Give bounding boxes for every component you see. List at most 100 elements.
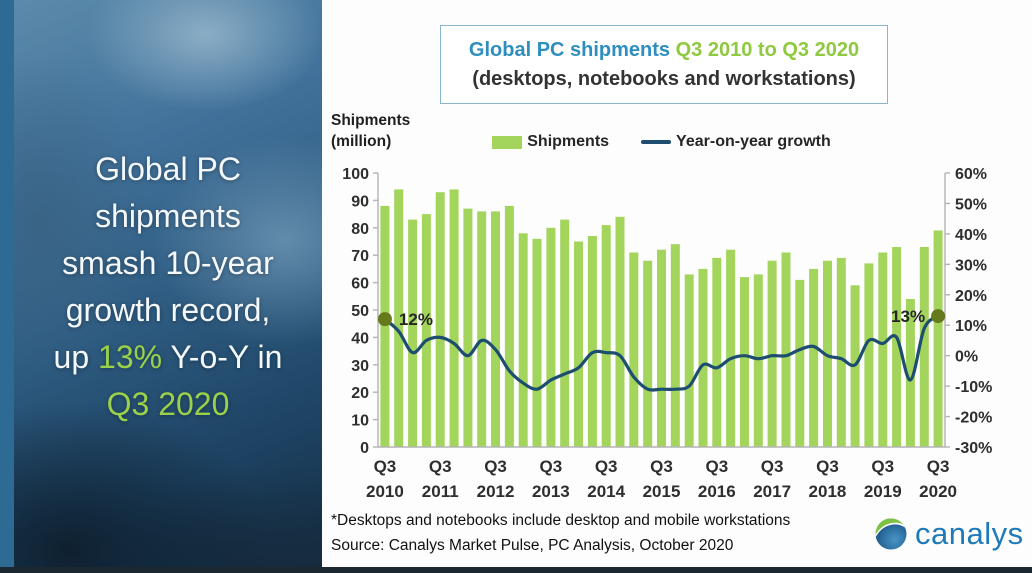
shipments-bar bbox=[712, 257, 722, 447]
y-left-tick-label: 80 bbox=[351, 221, 369, 238]
x-tick-quarter: Q3 bbox=[595, 457, 618, 476]
accent-stripe bbox=[0, 0, 14, 573]
x-tick-quarter: Q3 bbox=[374, 457, 397, 476]
headline-line: smash 10-year bbox=[62, 245, 274, 281]
bottom-edge-strip bbox=[0, 567, 1032, 573]
y-left-tick-label: 20 bbox=[351, 385, 369, 402]
y-axis-title-line: Shipments bbox=[331, 112, 411, 129]
x-tick-quarter: Q3 bbox=[871, 457, 894, 476]
headline-line: up 13% Y-o-Y in bbox=[18, 334, 318, 381]
shipments-bar bbox=[435, 192, 445, 447]
shipments-bar bbox=[905, 299, 915, 447]
headline-text: Y-o-Y in bbox=[162, 339, 283, 375]
x-tick-quarter: Q3 bbox=[816, 457, 839, 476]
shipments-bar bbox=[836, 257, 846, 447]
canalys-wordmark: canalys bbox=[915, 516, 1024, 551]
x-tick-quarter: Q3 bbox=[484, 457, 507, 476]
chart-title-range: Q3 2010 to Q3 2020 bbox=[675, 38, 860, 61]
headline: Global PC shipments smash 10-year growth… bbox=[18, 146, 318, 428]
x-tick-year: 2013 bbox=[532, 482, 570, 501]
y-right-tick-label: 50% bbox=[955, 196, 987, 213]
chart-title-sub: (desktops, notebooks and workstations) bbox=[472, 67, 856, 90]
shipments-bar bbox=[892, 247, 902, 447]
x-tick-quarter: Q3 bbox=[705, 457, 728, 476]
x-tick-year: 2015 bbox=[643, 482, 681, 501]
y-left-tick-label: 0 bbox=[360, 440, 369, 457]
shipments-bar bbox=[491, 211, 500, 447]
growth-annotation-start: 12% bbox=[399, 310, 433, 329]
y-left-tick-label: 60 bbox=[351, 276, 369, 293]
shipments-bar bbox=[795, 279, 805, 447]
x-tick-year: 2020 bbox=[919, 482, 957, 501]
x-tick-year: 2012 bbox=[477, 482, 515, 501]
legend-label: Shipments bbox=[527, 133, 610, 150]
y-right-tick-label: 40% bbox=[955, 227, 987, 244]
shipments-bar bbox=[684, 274, 694, 447]
y-left-tick-label: 10 bbox=[351, 413, 369, 430]
chart-title-main: Global PC shipments bbox=[468, 38, 671, 61]
y-left-tick-label: 100 bbox=[342, 166, 369, 183]
shipments-bar bbox=[560, 219, 570, 447]
growth-line bbox=[383, 314, 940, 392]
y-right-tick-label: -10% bbox=[955, 379, 992, 396]
shipments-bar bbox=[629, 252, 639, 447]
shipments-bar bbox=[767, 260, 777, 447]
shipments-bar bbox=[421, 214, 431, 447]
shipments-bar bbox=[532, 238, 542, 447]
shipments-bar bbox=[919, 247, 929, 447]
shipments-bar bbox=[587, 236, 597, 447]
growth-endpoint-dot-end bbox=[931, 309, 946, 324]
y-left-tick-label: 70 bbox=[351, 248, 369, 265]
shipments-bar bbox=[394, 189, 404, 447]
footnote-note: *Desktops and notebooks include desktop … bbox=[331, 512, 791, 529]
shipments-bar bbox=[823, 260, 832, 447]
shipments-bar bbox=[864, 263, 874, 447]
y-right-tick-label: -30% bbox=[955, 440, 992, 457]
headline-line: Global PC bbox=[95, 151, 241, 187]
growth-endpoint-dot-start bbox=[377, 312, 392, 327]
legend: Shipments Year-on-year growth bbox=[378, 133, 945, 151]
y-right-tick-label: 20% bbox=[955, 288, 987, 305]
y-axis-title: Shipments (million) bbox=[331, 110, 410, 152]
shipments-bar bbox=[518, 233, 528, 447]
x-tick-quarter: Q3 bbox=[540, 457, 563, 476]
chart-title-box: Global PC shipments Q3 2010 to Q3 2020 (… bbox=[440, 25, 888, 104]
x-tick-year: 2019 bbox=[864, 482, 902, 501]
shipments-bar bbox=[546, 227, 556, 447]
growth-annotation-end: 13% bbox=[891, 307, 925, 326]
y-right-tick-label: 60% bbox=[955, 166, 987, 183]
background-photo bbox=[14, 0, 322, 573]
shipments-bar bbox=[463, 208, 473, 447]
x-tick-year: 2018 bbox=[809, 482, 847, 501]
legend-item-shipments: Shipments bbox=[492, 133, 609, 151]
shipments-bar bbox=[740, 277, 749, 447]
shipments-bar bbox=[574, 241, 583, 447]
shipments-bar bbox=[670, 244, 680, 447]
x-tick-quarter: Q3 bbox=[761, 457, 784, 476]
shipments-bar bbox=[933, 230, 943, 447]
x-tick-quarter: Q3 bbox=[429, 457, 452, 476]
shipments-bar bbox=[408, 219, 418, 447]
headline-text: up bbox=[53, 339, 99, 375]
chart-panel: Global PC shipments Q3 2010 to Q3 2020 (… bbox=[322, 0, 1032, 573]
shipments-bar bbox=[601, 225, 611, 447]
x-tick-year: 2014 bbox=[587, 482, 625, 501]
chart-title: Global PC shipments Q3 2010 to Q3 2020 bbox=[469, 36, 859, 65]
shipments-bar bbox=[449, 189, 459, 447]
shipments-bar bbox=[726, 249, 736, 447]
headline-line: shipments bbox=[95, 198, 241, 234]
shipments-bar bbox=[380, 205, 390, 447]
x-tick-year: 2017 bbox=[753, 482, 791, 501]
footnote-source: Source: Canalys Market Pulse, PC Analysi… bbox=[331, 537, 734, 554]
y-right-tick-label: -20% bbox=[955, 410, 992, 427]
footnotes: *Desktops and notebooks include desktop … bbox=[331, 508, 790, 558]
y-right-tick-label: 30% bbox=[955, 257, 987, 274]
x-tick-quarter: Q3 bbox=[927, 457, 950, 476]
headline-highlight: Q3 2020 bbox=[106, 386, 230, 422]
shipments-swatch-icon bbox=[492, 135, 523, 149]
shipments-bar bbox=[615, 216, 625, 447]
y-axis-title-line: (million) bbox=[331, 133, 392, 150]
canalys-globe-icon bbox=[875, 518, 907, 550]
combo-chart: 100908070605040302010060%50%40%30%20%10%… bbox=[342, 166, 992, 501]
